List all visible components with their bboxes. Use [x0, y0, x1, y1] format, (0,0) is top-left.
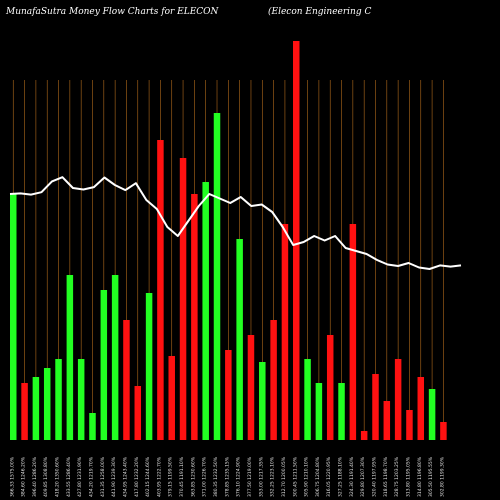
money-flow-bar: [213, 113, 221, 440]
x-tick-label: 316.05 1220.95%: [326, 456, 332, 497]
money-flow-bar: [179, 158, 187, 440]
money-flow-bar: [383, 401, 391, 440]
x-tick-label: 403.95 1222.70%: [156, 456, 162, 497]
x-tick-label: 305.90 1210.10%: [304, 456, 310, 497]
price-line-path: [9, 176, 462, 270]
x-tick-label: 324.30 1191.40%: [349, 456, 355, 497]
money-flow-bar: [428, 389, 436, 440]
money-flow-bar: [111, 275, 119, 440]
x-tick-label: 318.65 1198.70%: [383, 456, 389, 497]
money-flow-bar: [66, 275, 74, 440]
money-flow-bar: [349, 224, 357, 440]
x-tick-label: 409.85 1308.80%: [43, 456, 49, 497]
money-flow-bar: [168, 356, 175, 440]
money-flow-bars: [10, 41, 447, 440]
money-flow-bar: [191, 194, 198, 440]
x-tick-label: 302.80 1199.30%: [439, 456, 445, 497]
money-flow-bar: [100, 290, 108, 440]
money-flow-bar: [77, 359, 85, 440]
money-flow-bar: [202, 182, 209, 440]
x-tick-label: 433.55 1286.40%: [66, 456, 72, 497]
x-tick-label: 431.35 1258.00%: [100, 456, 106, 497]
money-flow-bar: [394, 359, 402, 440]
money-flow-bar: [417, 377, 425, 440]
money-flow-bar: [406, 410, 413, 440]
x-tick-label: 434.20 1219.70%: [88, 456, 94, 497]
money-flow-bar: [10, 194, 17, 440]
x-tick-label: 320.40 1197.95%: [371, 456, 377, 497]
money-flow-bar: [157, 140, 164, 440]
x-tick-label: 371.00 1226.70%: [202, 456, 208, 497]
money-flow-bar: [326, 335, 334, 440]
x-tick-label: 434.95 1243.40%: [122, 456, 128, 497]
money-flow-bar: [43, 368, 51, 440]
price-line: [9, 176, 462, 270]
x-tick-label: 312.70 1200.05%: [281, 456, 287, 497]
x-tick-label: 441.90 1239.30%: [111, 456, 117, 497]
money-flow-bar: [225, 350, 232, 440]
x-tick-label: 417.80 1232.20%: [134, 456, 140, 497]
money-flow-bar: [21, 383, 28, 440]
chart-title: MunafaSutra Money Flow Charts for ELECON: [5, 7, 220, 17]
x-tick-label: 300.45 1211.50%: [292, 456, 298, 497]
money-flow-bar: [372, 374, 379, 440]
money-flow-bar: [32, 377, 40, 440]
money-flow-bar: [123, 320, 130, 440]
money-flow-bar: [259, 362, 266, 440]
x-tick-label: 427.80 1231.90%: [77, 456, 83, 497]
money-flow-bar: [247, 335, 255, 440]
x-tick-label: 329.80 1207.30%: [360, 456, 366, 497]
money-flow-bar: [236, 239, 243, 440]
x-tick-label: 353.00 1217.35%: [258, 456, 264, 497]
x-tick-label: 376.10 1224.90%: [236, 456, 242, 497]
money-flow-bar: [281, 224, 289, 440]
x-tick-label: 384.60 1246.20%: [21, 456, 27, 497]
money-flow-bar: [338, 383, 345, 440]
x-tick-labels: 366.33 1575.00% 384.60 1246.20% 396.40 128…: [9, 456, 445, 497]
money-flow-bar: [145, 293, 153, 440]
x-tick-label: 313.80 1195.05%: [405, 456, 411, 497]
money-flow-bar: [55, 359, 62, 440]
x-tick-label: 306.75 1204.80%: [315, 456, 321, 497]
chart-subtitle: (Elecon Engineering C: [268, 6, 371, 17]
money-flow-bar: [360, 431, 368, 440]
x-tick-label: 379.15 1199.50%: [168, 456, 174, 497]
money-flow-bar: [89, 413, 96, 440]
money-flow-bar: [293, 41, 300, 440]
x-tick-label: 402.15 1244.60%: [145, 456, 151, 497]
x-tick-label: 327.25 1188.10%: [338, 456, 344, 497]
x-tick-label: 370.45 1191.10%: [179, 456, 185, 497]
money-flow-bar: [304, 359, 311, 440]
x-tick-label: 418.20 1350.60%: [55, 456, 61, 497]
x-tick-label: 363.85 1230.60%: [190, 456, 196, 497]
x-tick-label: 380.35 1232.50%: [213, 456, 219, 497]
money-flow-bar: [440, 422, 447, 440]
x-tick-label: 378.85 1235.15%: [224, 456, 230, 497]
money-flow-bar: [315, 383, 323, 440]
x-tick-label: 366.33 1575.00%: [9, 456, 15, 497]
x-tick-label: 377.50 1219.00%: [247, 456, 253, 497]
x-tick-label: 305.50 1195.55%: [428, 456, 434, 497]
money-flow-bar: [134, 386, 142, 440]
x-tick-label: 396.40 1286.20%: [32, 456, 38, 497]
x-tick-label: 332.25 1223.10%: [270, 456, 276, 497]
x-tick-label: 314.80 1196.80%: [417, 456, 423, 497]
money-flow-bar: [270, 320, 277, 440]
x-tick-label: 328.75 1203.25%: [394, 456, 400, 497]
